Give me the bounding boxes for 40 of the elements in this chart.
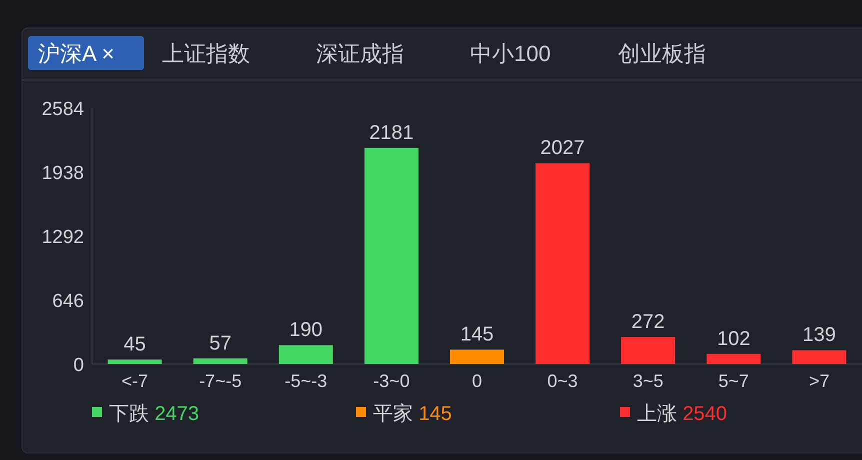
text: 上涨 2540 — [637, 403, 728, 425]
x-tick-label: >7 — [808, 371, 830, 391]
text: 中小100 — [470, 41, 551, 66]
bar — [536, 163, 590, 364]
data-label: 272 — [631, 311, 665, 334]
bar — [706, 354, 761, 364]
x-tick-label: 0~3 — [547, 371, 578, 391]
data-label: 45 — [124, 334, 146, 356]
x-tick-label: 3~5 — [632, 371, 664, 391]
x-tick-label: 0 — [472, 371, 482, 391]
text: 深证成指 — [316, 41, 404, 66]
y-tick-label: 2584 — [42, 99, 84, 120]
text: 上证指数 — [162, 41, 250, 66]
bar — [364, 148, 418, 364]
x-tick-label: 5~7 — [718, 371, 749, 391]
data-label: 139 — [802, 324, 836, 346]
bar — [108, 360, 162, 364]
y-tick-label: 1292 — [42, 227, 84, 248]
bar — [450, 350, 504, 364]
text: 下跌 2473 — [109, 403, 200, 425]
x-tick-label: -3~0 — [373, 371, 410, 391]
x-tick-label: <-7 — [122, 371, 148, 391]
text: 平家 145 — [373, 403, 452, 425]
bar — [792, 350, 846, 364]
bar — [193, 358, 248, 364]
data-label: 2181 — [369, 122, 414, 144]
y-tick-label: 0 — [73, 355, 84, 376]
y-tick-label: 1938 — [42, 163, 84, 184]
data-label: 2027 — [540, 137, 585, 160]
bar — [278, 345, 333, 364]
x-tick-label: -7~-5 — [199, 371, 242, 391]
text: 创业板指 — [618, 41, 706, 66]
data-label: 57 — [209, 332, 232, 354]
x-tick-label: -5~-3 — [284, 371, 328, 391]
data-label: 145 — [460, 324, 494, 346]
y-tick-label: 646 — [52, 291, 84, 312]
data-label: 190 — [289, 319, 323, 342]
text: 沪深A × — [38, 41, 114, 66]
data-label: 102 — [716, 328, 750, 350]
bar — [621, 337, 676, 364]
